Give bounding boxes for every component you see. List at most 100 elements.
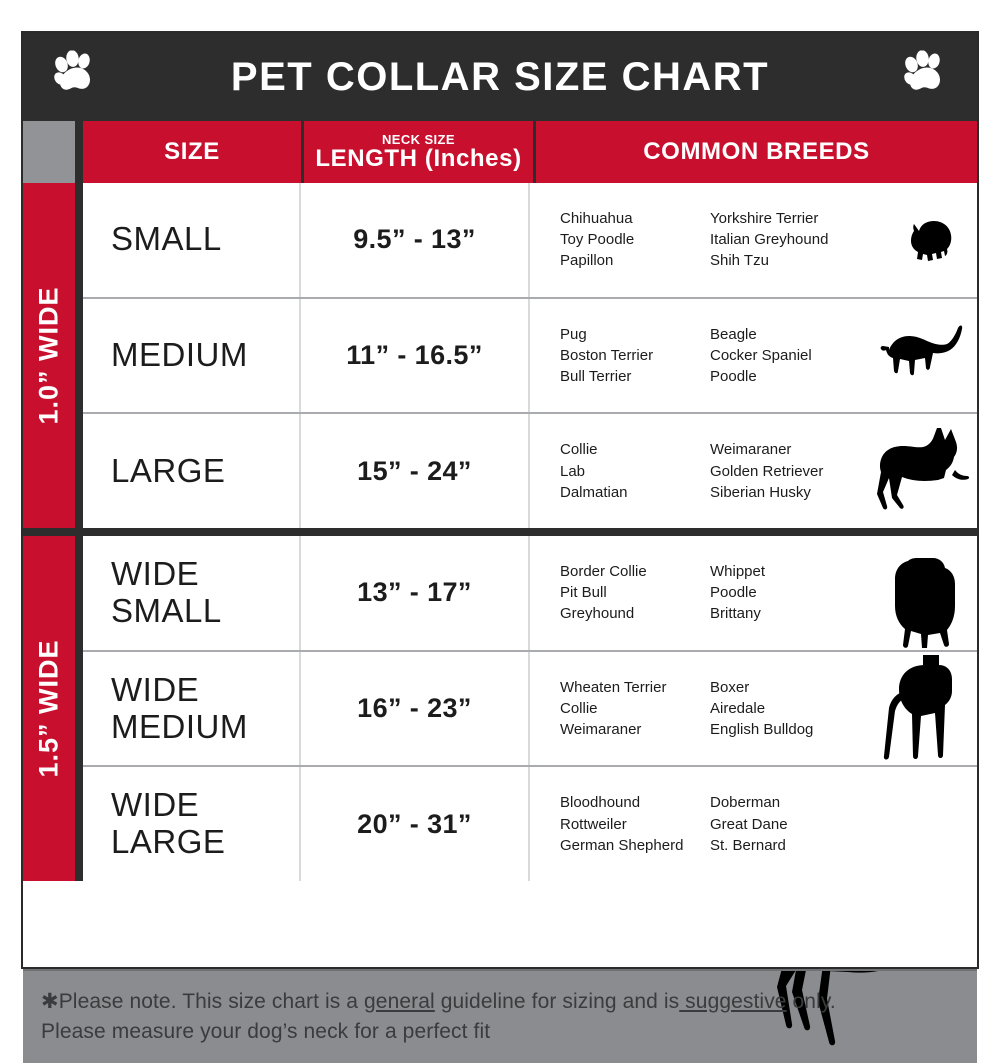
breed-item: Weimaraner [560, 721, 642, 739]
length-value: 15” - 24” [357, 455, 472, 486]
column-header-size-label: SIZE [164, 138, 220, 166]
cell-length: 11” - 16.5” [301, 298, 530, 413]
boxer-silhouette-icon [871, 653, 967, 765]
breed-item: St. Bernard [710, 836, 786, 854]
breed-item: Shih Tzu [710, 252, 769, 270]
breed-item: Border Collie [560, 562, 647, 580]
footer-underline-general: general [364, 990, 435, 1013]
cell-length: 9.5” - 13” [301, 183, 530, 297]
section-side-label-1: 1.0” WIDE [23, 183, 75, 528]
breed-item: Beagle [710, 325, 757, 343]
cell-length: 16” - 23” [301, 651, 530, 766]
breed-item: Bloodhound [560, 794, 641, 812]
table-row: WIDE SMALL 13” - 17” Border Collie Pit B… [83, 536, 977, 652]
cell-length: 20” - 31” [301, 767, 530, 882]
length-value: 16” - 23” [357, 693, 472, 723]
section-side-label-2-text: 1.5” WIDE [33, 639, 64, 778]
cell-size: WIDE SMALL [83, 536, 301, 650]
breed-column-2: Boxer Airedale English Bulldog [710, 677, 813, 741]
column-header-length: NECK SIZE LENGTH (Inches) [304, 121, 533, 183]
pomeranian-silhouette-icon [895, 209, 969, 283]
size-label: LARGE [111, 451, 226, 489]
column-header-length-sublabel: NECK SIZE [382, 131, 455, 147]
size-label-line2: LARGE [111, 823, 226, 861]
size-label-line1: WIDE [111, 554, 200, 592]
bulldog-silhouette-icon [875, 552, 961, 648]
section-gap [75, 536, 83, 881]
footer-suffix: only. [786, 990, 836, 1013]
table-header-row: SIZE NECK SIZE LENGTH (Inches) COMMON BR… [23, 121, 977, 183]
breed-item: Siberian Husky [710, 483, 811, 501]
pet-collar-size-chart: PET COLLAR SIZE CHART SIZE NECK SIZE LEN… [21, 31, 979, 1063]
breed-column-1: Bloodhound Rottweiler German Shepherd [560, 792, 710, 856]
breed-item: Poodle [710, 584, 757, 602]
breed-item: Pit Bull [560, 584, 607, 602]
breed-item: Collie [560, 699, 598, 717]
cell-breeds: Chihuahua Toy Poodle Papillon Yorkshire … [530, 183, 977, 297]
column-header-length-label: LENGTH (Inches) [315, 145, 522, 173]
footer-note-line-1: ✱Please note. This size chart is a gener… [41, 987, 957, 1017]
breed-item: Greyhound [560, 605, 635, 623]
breed-column-1: Collie Lab Dalmatian [560, 439, 710, 503]
footer-underline-suggestive: suggestive [679, 990, 787, 1013]
table-row: WIDE LARGE 20” - 31” Bloodhound Rottweil… [83, 767, 977, 882]
page-title: PET COLLAR SIZE CHART [230, 55, 770, 99]
breed-item: Airedale [710, 699, 766, 717]
breed-item: Great Dane [710, 815, 788, 833]
section-divider [23, 528, 977, 536]
cell-size: SMALL [83, 183, 301, 297]
footer-prefix: ✱Please note. This size chart is a [41, 990, 365, 1013]
size-label: SMALL [111, 220, 222, 258]
cell-length: 15” - 24” [301, 414, 530, 529]
breed-item: Whippet [710, 562, 766, 580]
breed-item: Papillon [560, 252, 614, 270]
section-gap [75, 183, 83, 528]
table-row: MEDIUM 11” - 16.5” Pug Boston Terrier Bu… [83, 298, 977, 415]
cell-breeds: Pug Boston Terrier Bull Terrier Beagle C… [530, 299, 977, 413]
footer-note-line-2: Please measure your dog’s neck for a per… [41, 1019, 491, 1043]
breed-column-2: Whippet Poodle Brittany [710, 561, 765, 625]
header-gap [75, 121, 83, 183]
breed-item: English Bulldog [710, 721, 814, 739]
cell-breeds: Wheaten Terrier Collie Weimaraner Boxer … [530, 652, 977, 766]
cell-length: 13” - 17” [301, 536, 530, 650]
table-body: 1.0” WIDE SMALL 9.5” - 13” Chihuahua [23, 183, 977, 969]
breed-item: German Shepherd [560, 836, 684, 854]
cell-size: MEDIUM [83, 298, 301, 413]
length-value: 11” - 16.5” [346, 340, 483, 370]
section-side-label-1-text: 1.0” WIDE [33, 286, 64, 425]
breed-item: Doberman [710, 794, 781, 812]
length-value: 20” - 31” [357, 808, 472, 839]
breed-column-1: Border Collie Pit Bull Greyhound [560, 561, 710, 625]
size-label-line2: MEDIUM [111, 707, 248, 745]
breed-item: Toy Poodle [560, 231, 635, 249]
breed-item: Boston Terrier [560, 346, 654, 364]
breed-column-2: Beagle Cocker Spaniel Poodle [710, 324, 812, 388]
column-header-size: SIZE [83, 121, 301, 183]
breed-item: Golden Retriever [710, 462, 824, 480]
breed-column-2: Weimaraner Golden Retriever Siberian Hus… [710, 439, 823, 503]
breed-item: Italian Greyhound [710, 231, 829, 249]
breed-column-2: Yorkshire Terrier Italian Greyhound Shih… [710, 208, 828, 272]
breed-column-2: Doberman Great Dane St. Bernard [710, 792, 788, 856]
breed-item: Weimaraner [710, 441, 792, 459]
breed-item: Brittany [710, 605, 761, 623]
section-side-label-2: 1.5” WIDE [23, 536, 75, 881]
husky-silhouette-icon [869, 418, 973, 522]
column-header-breeds: COMMON BREEDS [536, 121, 977, 183]
breed-item: Lab [560, 462, 586, 480]
breed-item: Wheaten Terrier [560, 678, 667, 696]
chart-header: PET COLLAR SIZE CHART [23, 33, 977, 121]
breed-item: Boxer [710, 678, 750, 696]
length-value: 13” - 17” [357, 577, 472, 608]
cell-size: LARGE [83, 414, 301, 529]
column-header-breeds-label: COMMON BREEDS [643, 138, 870, 166]
breed-item: Bull Terrier [560, 368, 632, 386]
paw-print-icon [903, 50, 947, 104]
size-label-line1: WIDE [111, 786, 200, 824]
footer-note: ✱Please note. This size chart is a gener… [23, 969, 977, 1063]
cell-size: WIDE LARGE [83, 767, 301, 882]
breed-item: Yorkshire Terrier [710, 209, 819, 227]
cell-size: WIDE MEDIUM [83, 651, 301, 766]
breed-column-1: Wheaten Terrier Collie Weimaraner [560, 677, 710, 741]
